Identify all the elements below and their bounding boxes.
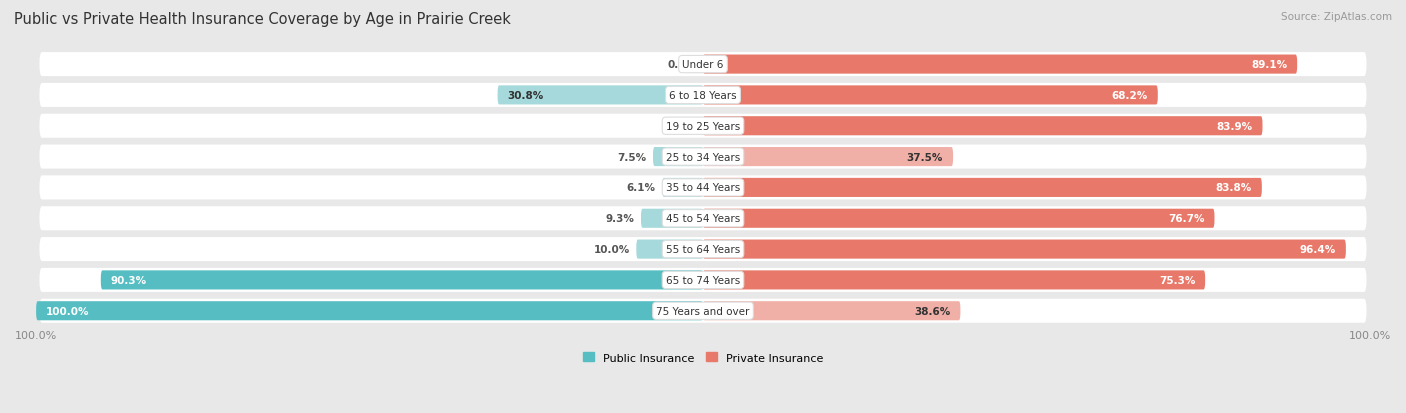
Text: 45 to 54 Years: 45 to 54 Years bbox=[666, 214, 740, 224]
Text: 38.6%: 38.6% bbox=[914, 306, 950, 316]
FancyBboxPatch shape bbox=[703, 240, 1346, 259]
FancyBboxPatch shape bbox=[39, 114, 1367, 138]
Text: 0.0%: 0.0% bbox=[668, 60, 696, 70]
Text: 30.8%: 30.8% bbox=[508, 91, 544, 101]
Legend: Public Insurance, Private Insurance: Public Insurance, Private Insurance bbox=[579, 348, 827, 367]
FancyBboxPatch shape bbox=[101, 271, 703, 290]
Text: 6 to 18 Years: 6 to 18 Years bbox=[669, 91, 737, 101]
Text: 75 Years and over: 75 Years and over bbox=[657, 306, 749, 316]
FancyBboxPatch shape bbox=[703, 148, 953, 167]
Text: 75.3%: 75.3% bbox=[1159, 275, 1195, 285]
FancyBboxPatch shape bbox=[39, 145, 1367, 169]
Text: Public vs Private Health Insurance Coverage by Age in Prairie Creek: Public vs Private Health Insurance Cover… bbox=[14, 12, 510, 27]
FancyBboxPatch shape bbox=[39, 237, 1367, 261]
FancyBboxPatch shape bbox=[703, 86, 1157, 105]
FancyBboxPatch shape bbox=[39, 207, 1367, 231]
Text: 65 to 74 Years: 65 to 74 Years bbox=[666, 275, 740, 285]
Text: 35 to 44 Years: 35 to 44 Years bbox=[666, 183, 740, 193]
Text: 76.7%: 76.7% bbox=[1168, 214, 1205, 224]
Text: 19 to 25 Years: 19 to 25 Years bbox=[666, 121, 740, 131]
FancyBboxPatch shape bbox=[703, 117, 1263, 136]
Text: 100.0%: 100.0% bbox=[46, 306, 90, 316]
FancyBboxPatch shape bbox=[703, 178, 1261, 197]
FancyBboxPatch shape bbox=[39, 84, 1367, 108]
Text: 83.8%: 83.8% bbox=[1216, 183, 1251, 193]
FancyBboxPatch shape bbox=[39, 53, 1367, 77]
Text: 7.5%: 7.5% bbox=[617, 152, 647, 162]
FancyBboxPatch shape bbox=[703, 55, 1298, 74]
Text: 96.4%: 96.4% bbox=[1299, 244, 1336, 254]
Text: 0.0%: 0.0% bbox=[668, 121, 696, 131]
Text: Source: ZipAtlas.com: Source: ZipAtlas.com bbox=[1281, 12, 1392, 22]
Text: 37.5%: 37.5% bbox=[907, 152, 943, 162]
FancyBboxPatch shape bbox=[703, 271, 1205, 290]
FancyBboxPatch shape bbox=[652, 148, 703, 167]
FancyBboxPatch shape bbox=[39, 299, 1367, 323]
FancyBboxPatch shape bbox=[662, 178, 703, 197]
FancyBboxPatch shape bbox=[637, 240, 703, 259]
Text: 25 to 34 Years: 25 to 34 Years bbox=[666, 152, 740, 162]
Text: 90.3%: 90.3% bbox=[111, 275, 148, 285]
Text: Under 6: Under 6 bbox=[682, 60, 724, 70]
FancyBboxPatch shape bbox=[703, 301, 960, 320]
Text: 83.9%: 83.9% bbox=[1216, 121, 1253, 131]
FancyBboxPatch shape bbox=[498, 86, 703, 105]
Text: 10.0%: 10.0% bbox=[593, 244, 630, 254]
Text: 55 to 64 Years: 55 to 64 Years bbox=[666, 244, 740, 254]
Text: 68.2%: 68.2% bbox=[1112, 91, 1147, 101]
Text: 6.1%: 6.1% bbox=[627, 183, 655, 193]
Text: 89.1%: 89.1% bbox=[1251, 60, 1286, 70]
FancyBboxPatch shape bbox=[39, 176, 1367, 200]
Text: 9.3%: 9.3% bbox=[606, 214, 634, 224]
FancyBboxPatch shape bbox=[39, 268, 1367, 292]
FancyBboxPatch shape bbox=[641, 209, 703, 228]
FancyBboxPatch shape bbox=[703, 209, 1215, 228]
FancyBboxPatch shape bbox=[37, 301, 703, 320]
